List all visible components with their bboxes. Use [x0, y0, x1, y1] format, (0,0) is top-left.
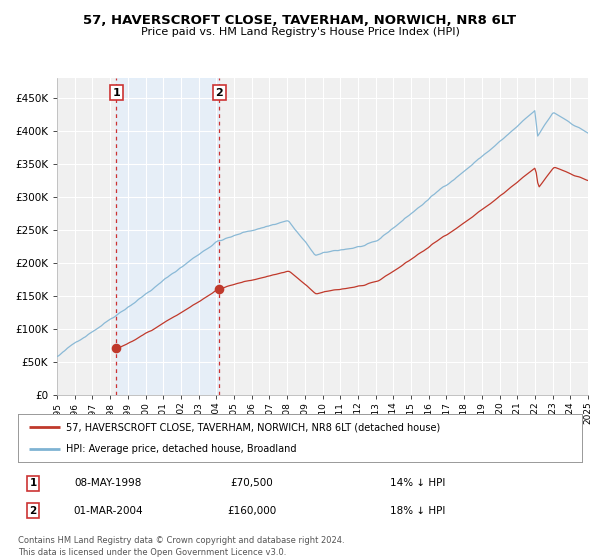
- Text: 08-MAY-1998: 08-MAY-1998: [74, 478, 142, 488]
- Text: 2: 2: [29, 506, 37, 516]
- Point: [215, 285, 224, 294]
- Text: Contains HM Land Registry data © Crown copyright and database right 2024.: Contains HM Land Registry data © Crown c…: [18, 536, 344, 545]
- Text: 2: 2: [215, 87, 223, 97]
- Text: 01-MAR-2004: 01-MAR-2004: [73, 506, 143, 516]
- Text: 18% ↓ HPI: 18% ↓ HPI: [390, 506, 445, 516]
- Text: Price paid vs. HM Land Registry's House Price Index (HPI): Price paid vs. HM Land Registry's House …: [140, 27, 460, 37]
- Text: 1: 1: [112, 87, 120, 97]
- Text: £160,000: £160,000: [227, 506, 277, 516]
- Bar: [116, 78, 220, 395]
- Text: 57, HAVERSCROFT CLOSE, TAVERHAM, NORWICH, NR8 6LT: 57, HAVERSCROFT CLOSE, TAVERHAM, NORWICH…: [83, 14, 517, 27]
- Text: 57, HAVERSCROFT CLOSE, TAVERHAM, NORWICH, NR8 6LT (detached house): 57, HAVERSCROFT CLOSE, TAVERHAM, NORWICH…: [66, 422, 440, 432]
- Point: [112, 344, 121, 353]
- Text: £70,500: £70,500: [230, 478, 274, 488]
- Text: 14% ↓ HPI: 14% ↓ HPI: [390, 478, 445, 488]
- Text: HPI: Average price, detached house, Broadland: HPI: Average price, detached house, Broa…: [66, 444, 296, 454]
- Text: This data is licensed under the Open Government Licence v3.0.: This data is licensed under the Open Gov…: [18, 548, 286, 557]
- Text: 1: 1: [29, 478, 37, 488]
